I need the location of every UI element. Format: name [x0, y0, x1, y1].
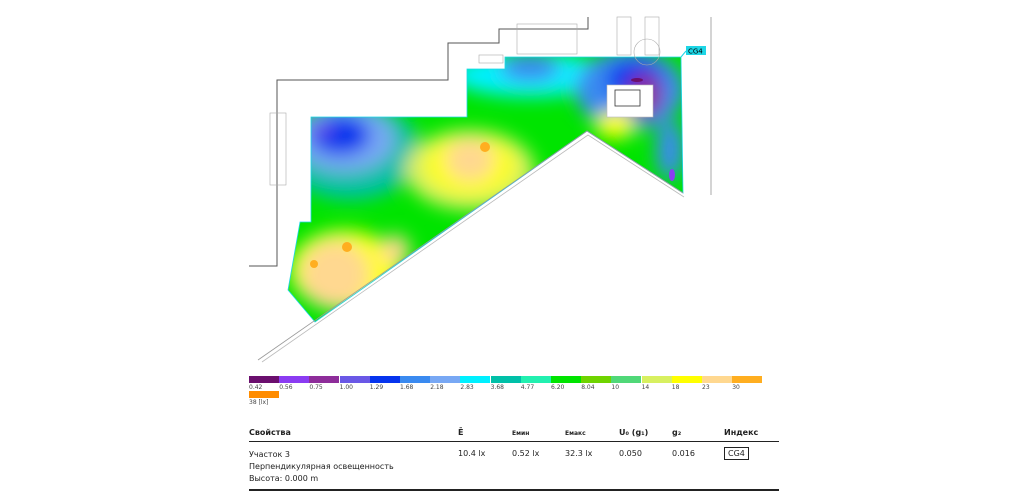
- legend-swatch: [249, 376, 279, 383]
- legend-label: 1.68: [400, 384, 414, 391]
- legend-label: 8.04: [581, 384, 595, 391]
- legend-swatch: [551, 376, 581, 383]
- value-e-avg: 10.4 lx: [458, 449, 486, 458]
- legend-swatch: [490, 376, 521, 383]
- legend-swatch: [369, 376, 400, 383]
- table-bottom-divider: [249, 489, 779, 491]
- header-e-max: Eмакс: [565, 430, 586, 437]
- legend-label: 0.56: [279, 384, 293, 391]
- value-u0: 0.050: [619, 449, 642, 458]
- legend-label: 30: [732, 384, 740, 391]
- index-tag-label: CG4: [688, 48, 703, 56]
- legend-swatch: [611, 376, 642, 383]
- legend-label: 10: [611, 384, 620, 391]
- legend-swatch: [430, 376, 461, 383]
- value-e-max: 32.3 lx: [565, 449, 593, 458]
- legend-label: 4.77: [520, 384, 535, 391]
- value-e-min: 0.52 lx: [512, 449, 540, 458]
- legend-label: 1.00: [339, 384, 353, 391]
- header-e-min: Eмин: [512, 430, 530, 437]
- legend-label: 14: [641, 384, 650, 391]
- legend-label: 2.18: [430, 384, 444, 391]
- legend-label: 1.29: [369, 384, 384, 391]
- index-badge: CG4: [724, 447, 749, 460]
- legend-swatch: [520, 376, 551, 383]
- area-name: Участок 3: [249, 450, 290, 459]
- legend-label: 0.75: [309, 384, 323, 391]
- furniture: [269, 16, 661, 186]
- value-g2: 0.016: [672, 449, 695, 458]
- legend-swatch: [309, 376, 340, 383]
- legend-swatch: [400, 376, 430, 383]
- legend-swatch: [339, 376, 370, 383]
- legend-label: 6.20: [551, 384, 565, 391]
- legend-swatch: [249, 391, 279, 398]
- header-divider: [249, 441, 779, 442]
- header-g2: g₂: [672, 428, 682, 437]
- legend-swatch: [671, 376, 702, 383]
- header-index: Индекс: [724, 428, 759, 437]
- legend-label: 23: [702, 384, 710, 391]
- legend-label: 3.68: [490, 384, 504, 391]
- header-e-avg: Ē: [458, 428, 464, 437]
- index-tag: [686, 46, 706, 55]
- header-u0: U₀ (g₁): [619, 428, 649, 437]
- legend-label: 38 [lx]: [249, 399, 269, 406]
- illuminance-plan: CG4: [249, 16, 712, 363]
- calc-height: Высота: 0.000 m: [249, 474, 319, 483]
- legend-label: 0.42: [249, 384, 263, 391]
- legend-swatch: [460, 376, 491, 383]
- legend-swatch: [581, 376, 612, 383]
- row-properties: Участок 3 Перпендикулярная освещенность …: [249, 449, 394, 485]
- legend-swatch: [279, 376, 310, 383]
- legend-label: 18: [671, 384, 680, 391]
- calc-type: Перпендикулярная освещенность: [249, 462, 394, 471]
- header-properties: Свойства: [249, 428, 291, 437]
- legend-swatch: [641, 376, 672, 383]
- legend-swatch: [732, 376, 763, 383]
- legend-label: 2.83: [460, 384, 474, 391]
- walls: [249, 17, 712, 363]
- legend-swatch: [702, 376, 732, 383]
